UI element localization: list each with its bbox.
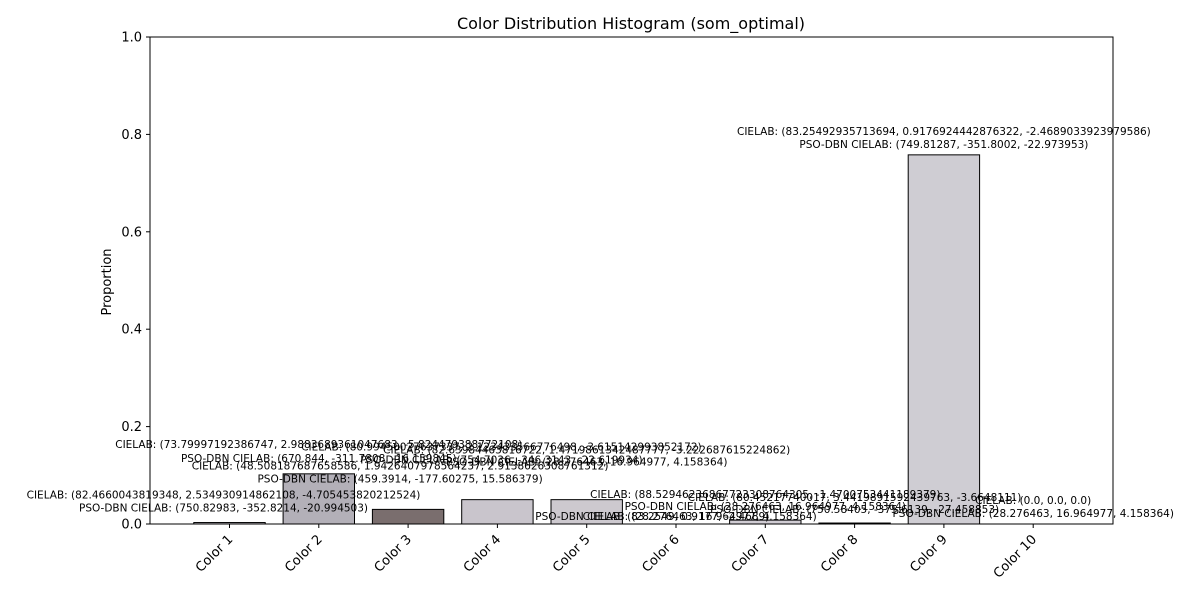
y-tick-label: 0.6	[121, 225, 142, 240]
x-tick-label: Color 6	[639, 532, 682, 575]
bar-annotation-pso: PSO-DBN CIELAB: (459.3914, -177.60275, 1…	[257, 473, 542, 485]
x-tick-label: Color 1	[193, 532, 236, 575]
x-ticks: Color 1 Color 2 Color 3 Color 4 Color 5 Color…	[193, 524, 1040, 581]
bar-annotation-cielab: CIELAB: (83.25492935713694, 0.9176924442…	[737, 126, 1151, 138]
bars-layer	[193, 154, 981, 525]
y-tick-label: 0.2	[121, 420, 142, 435]
bar-annotation-pso: PSO-DBN CIELAB: (754.7036, -346.3143, -2…	[360, 455, 642, 467]
x-tick-label: Color 8	[818, 532, 861, 575]
bar-annotation-cielab: CIELAB: (48.508187687658586, 1.942640797…	[192, 460, 609, 472]
x-tick-label: Color 7	[729, 532, 772, 575]
chart-title: Color Distribution Histogram (som_optima…	[457, 14, 805, 34]
y-tick-label: 0.0	[121, 518, 142, 533]
y-axis-label: Proportion	[100, 248, 115, 315]
x-tick-label: Color 3	[372, 532, 415, 575]
bar-annotation-pso: PSO-DBN CIELAB: (28.276463, 16.964977, 4…	[535, 511, 816, 523]
bar-annotation-pso: PSO-DBN CIELAB: (28.276463, 16.964977, 4…	[625, 501, 906, 513]
bar-annotation-cielab: CIELAB: (83.2549, 0.9177, -2.4689)	[583, 511, 770, 523]
bar-annotation-pso: PSO-DBN CIELAB: (670.844, -311.7808, -16…	[181, 453, 457, 465]
bar-annotation-cielab: CIELAB: (80.45217740017, 3.4419891592439…	[688, 492, 1022, 504]
bar-annotation-cielab: CIELAB: (0.0, 0.0, 0.0)	[975, 495, 1091, 507]
bar-annotation-pso: PSO-DBN CIELAB: (28.276463, 16.964977, 4…	[892, 508, 1173, 520]
bar-annotation-pso: PSO-DBN CIELAB: (750.58405, -375.6139, -…	[710, 504, 999, 516]
y-tick-label: 0.4	[121, 323, 142, 338]
bar-annotations: CIELAB: (82.4660043819348, 2.53493091486…	[27, 126, 1174, 523]
x-tick-label: Color 4	[461, 532, 504, 575]
bar-annotation-cielab: CIELAB: (80.99450027637337, 2.1234335667…	[301, 442, 701, 454]
bar-annotation-cielab: CIELAB: (88.52946236867723308764305, -1.…	[590, 489, 940, 501]
bar-annotation-pso: PSO-DBN CIELAB: (28.276463, 16.964977, 4…	[446, 457, 727, 469]
y-tick-label: 0.8	[121, 128, 142, 143]
bar-annotation-pso: PSO-DBN CIELAB: (750.82983, -352.8214, -…	[79, 503, 368, 515]
y-ticks: 0.0 0.2 0.4 0.6 0.8 1.0	[121, 31, 150, 533]
x-tick-label: Color 10	[991, 532, 1040, 581]
plot-frame	[149, 36, 1114, 525]
bar-annotation-cielab: CIELAB: (82.63984463816722, 1.4719861342…	[383, 445, 790, 457]
bar-2	[282, 473, 356, 525]
bar-4	[461, 499, 534, 525]
y-tick-label: 1.0	[121, 31, 142, 46]
bar-9	[907, 154, 981, 525]
x-tick-label: Color 9	[907, 532, 950, 575]
x-tick-label: Color 2	[282, 532, 325, 575]
x-tick-label: Color 5	[550, 532, 593, 575]
bar-3	[371, 508, 445, 525]
bar-annotation-pso: PSO-DBN CIELAB: (749.81287, -351.8002, -…	[799, 139, 1088, 151]
bar-annotation-cielab: CIELAB: (73.79997192386747, 2.9883689361…	[115, 439, 522, 451]
bar-annotation-cielab: CIELAB: (82.4660043819348, 2.53493091486…	[27, 490, 421, 502]
